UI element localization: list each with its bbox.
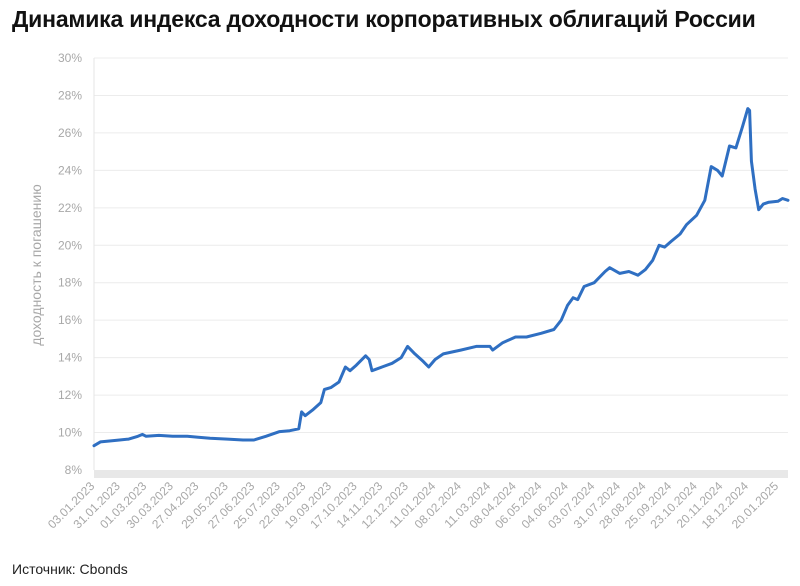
y-tick-label: 22%: [58, 201, 82, 215]
y-tick-label: 26%: [58, 126, 82, 140]
y-tick-label: 12%: [58, 388, 82, 402]
y-tick-label: 14%: [58, 351, 82, 365]
series: [92, 107, 790, 448]
grid: [93, 57, 788, 478]
y-tick-label: 28%: [58, 88, 82, 102]
x-axis: 03.01.202331.01.202301.03.202330.03.2023…: [45, 479, 782, 532]
y-tick-label: 18%: [58, 276, 82, 290]
y-tick-label: 16%: [58, 313, 82, 327]
source-note: Источник: Cbonds: [12, 561, 128, 577]
y-tick-label: 10%: [58, 426, 82, 440]
y-tick-label: 24%: [58, 163, 82, 177]
y-tick-label: 30%: [58, 51, 82, 65]
y-tick-label: 8%: [65, 463, 83, 477]
chart-title: Динамика индекса доходности корпоративны…: [12, 6, 756, 32]
line-chart: 8% 10% 12% 14% 16% 18% 20% 22% 24% 26% 28% 30% 03.0…: [28, 51, 790, 532]
y-axis: 8% 10% 12% 14% 16% 18% 20% 22% 24% 26% 28% 30%: [58, 51, 82, 477]
series-line: [92, 107, 790, 448]
y-tick-label: 20%: [58, 238, 82, 252]
x-axis-band: [94, 470, 788, 478]
y-axis-label: доходность к погашению: [28, 184, 44, 345]
